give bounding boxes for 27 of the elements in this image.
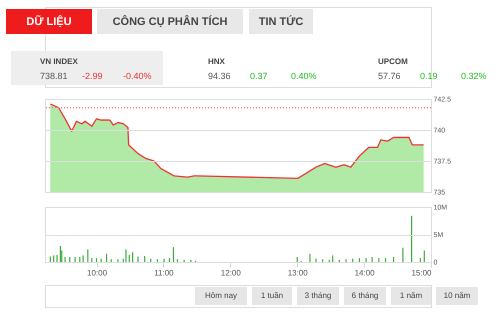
text: 0.32%: [461, 71, 487, 81]
x-tick-label: 10:00: [86, 268, 108, 278]
x-tick-label: 13:00: [288, 268, 308, 278]
text: UPCOM: [378, 57, 408, 66]
text: -2.99: [82, 71, 103, 81]
x-tick-label: 12:00: [220, 268, 242, 278]
x-tick-label: 15:00: [411, 268, 432, 278]
x-tick-label: 11:00: [154, 268, 174, 278]
text: -0.40%: [123, 71, 152, 81]
text: 94.36: [208, 71, 231, 81]
text: TIN TỨC: [258, 15, 304, 28]
text: 738.81: [40, 71, 68, 81]
text: 0.37: [250, 71, 268, 81]
text: 0.40%: [291, 71, 317, 81]
text: 1 năm: [400, 291, 422, 300]
text: DỮ LIỆU: [26, 15, 72, 28]
text: Hôm nay: [204, 291, 238, 300]
text: 6 tháng: [352, 291, 378, 300]
text: 3 tháng: [304, 291, 332, 300]
text: 1 tuần: [260, 291, 284, 300]
text: 10 năm: [444, 291, 471, 300]
text: 57.76: [378, 71, 401, 81]
text: HNX: [208, 57, 226, 66]
text: VN INDEX: [40, 57, 78, 66]
text: CÔNG CỤ PHÂN TÍCH: [112, 15, 228, 28]
text: 0.19: [420, 71, 438, 81]
x-tick-label: 14:00: [354, 268, 376, 278]
